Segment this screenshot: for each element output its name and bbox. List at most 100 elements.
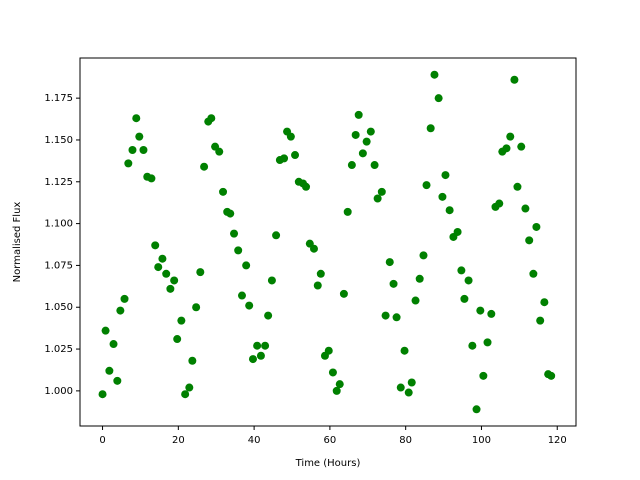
point: [200, 162, 209, 171]
point: [286, 132, 295, 141]
y-tick-label: 1.075: [44, 260, 73, 271]
point: [248, 355, 257, 364]
point: [547, 371, 556, 380]
point: [128, 146, 137, 154]
point: [370, 161, 379, 170]
point: [154, 263, 163, 272]
point: [261, 341, 270, 350]
point: [116, 306, 125, 315]
point: [313, 281, 322, 290]
point: [291, 151, 300, 160]
point: [109, 340, 118, 349]
point: [362, 137, 371, 146]
point: [162, 269, 171, 278]
point: [404, 388, 413, 397]
point: [381, 311, 390, 320]
point: [479, 371, 488, 380]
point: [188, 356, 197, 365]
plot-frame: [79, 57, 577, 427]
point: [445, 206, 454, 215]
point: [226, 209, 235, 218]
point: [434, 94, 443, 103]
point: [98, 390, 107, 399]
point: [272, 231, 281, 240]
point: [389, 279, 398, 288]
y-axis-label: Normalised Flux: [12, 202, 23, 283]
point: [219, 187, 228, 196]
point: [373, 194, 382, 203]
point: [430, 70, 439, 79]
point: [426, 124, 435, 133]
point: [158, 254, 167, 263]
point: [358, 149, 367, 158]
point: [396, 383, 405, 392]
point: [407, 378, 416, 387]
y-tick-label: 1.100: [44, 219, 73, 230]
point: [502, 144, 511, 153]
point: [135, 132, 144, 141]
point: [147, 174, 156, 183]
point: [245, 301, 254, 310]
point: [540, 298, 549, 307]
y-tick-label: 1.000: [44, 386, 73, 397]
point: [392, 313, 401, 322]
point: [354, 110, 363, 119]
point: [510, 75, 519, 84]
point: [415, 274, 424, 283]
point: [101, 326, 110, 335]
point: [529, 269, 538, 278]
y-tick-label: 1.025: [44, 344, 73, 355]
point: [468, 341, 477, 350]
point: [343, 207, 352, 216]
point: [377, 187, 386, 196]
point: [267, 276, 276, 285]
point: [124, 159, 133, 168]
point: [506, 132, 515, 141]
x-tick-label: 80: [399, 435, 412, 446]
point: [411, 296, 420, 305]
point: [177, 316, 186, 325]
y-tick-label: 1.125: [44, 177, 73, 188]
point: [385, 258, 394, 267]
point: [483, 338, 492, 347]
point: [422, 181, 431, 190]
point: [441, 171, 450, 180]
point: [324, 346, 333, 355]
point: [139, 146, 148, 154]
point: [105, 366, 114, 375]
x-tick-label: 100: [472, 435, 491, 446]
point: [513, 182, 522, 191]
point: [419, 251, 428, 260]
y-tick-label: 1.150: [44, 135, 73, 146]
point: [400, 346, 409, 355]
point: [196, 268, 205, 277]
point: [230, 229, 239, 238]
point: [366, 127, 375, 136]
point: [495, 199, 504, 208]
point: [256, 351, 265, 360]
point: [166, 284, 175, 293]
point: [132, 114, 141, 123]
point: [264, 311, 273, 320]
point: [242, 261, 251, 270]
point: [328, 368, 337, 377]
point: [237, 291, 246, 300]
point: [438, 192, 447, 201]
point: [487, 309, 496, 318]
point: [170, 276, 179, 285]
point: [517, 142, 526, 151]
point: [525, 236, 534, 245]
point: [234, 246, 243, 255]
x-tick-label: 20: [172, 435, 185, 446]
x-tick-label: 0: [99, 435, 105, 446]
point: [464, 276, 473, 285]
point: [192, 303, 201, 312]
x-tick-label: 120: [548, 435, 567, 446]
y-tick-label: 1.050: [44, 302, 73, 313]
point: [309, 244, 318, 253]
point: [173, 335, 182, 344]
point: [460, 294, 469, 303]
point: [120, 294, 129, 303]
x-axis-label: Time (Hours): [295, 458, 361, 469]
x-tick-label: 60: [324, 435, 337, 446]
